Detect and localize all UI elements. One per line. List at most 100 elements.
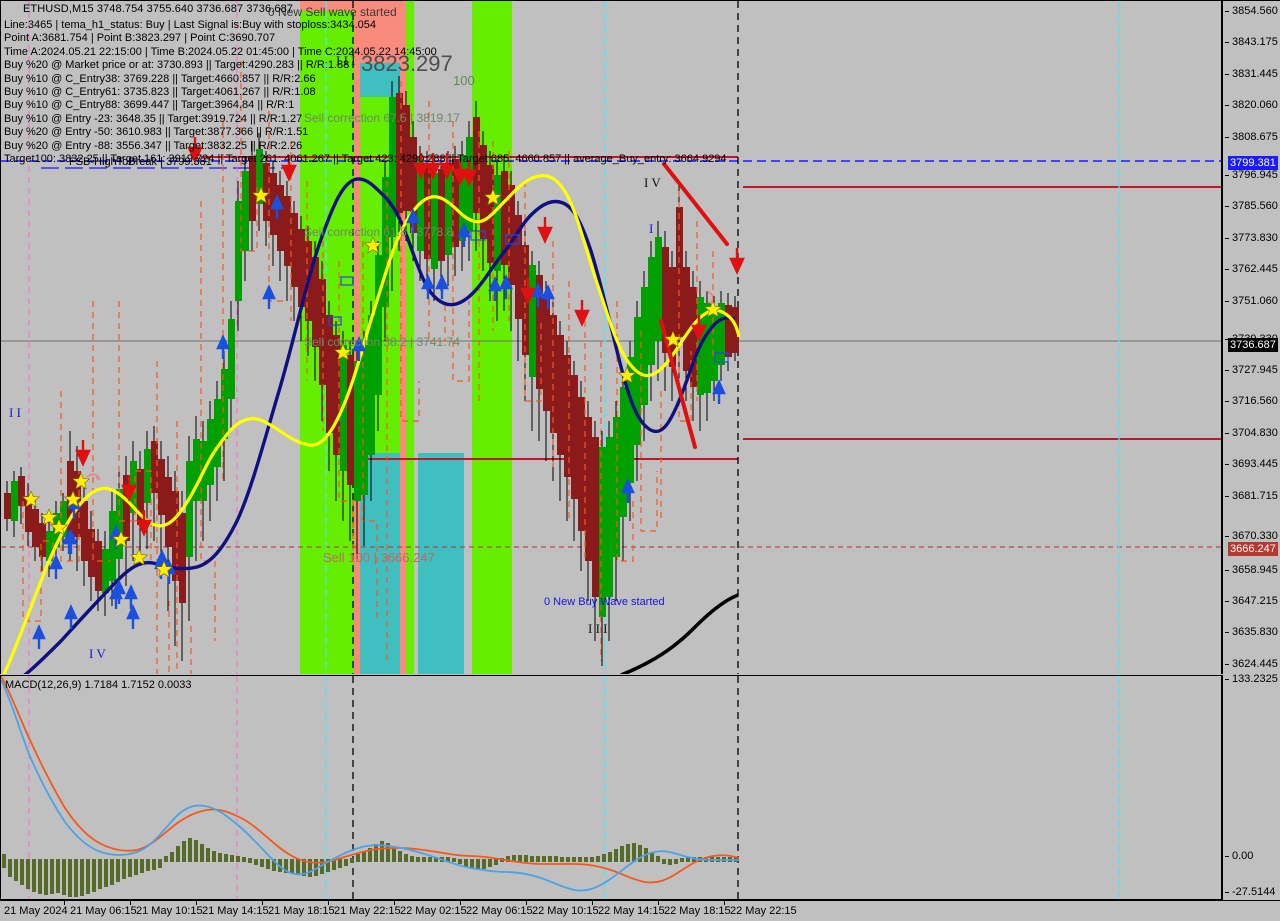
info-line-6: Buy %10 @ C_Entry88: 3699.447 || Target:… [4, 99, 295, 112]
macd-canvas [1, 676, 1120, 899]
price-tick: 3785.560 [1225, 200, 1278, 212]
label-fsb-high-to-break: FSB-HighToBreak | 3799.381 [69, 156, 212, 168]
time-tick: 21 May 22:15 [334, 905, 401, 917]
price-badge-current: 3736.687 [1228, 338, 1278, 352]
label-wave-iv-right: I V [644, 175, 661, 190]
info-line-4: Buy %10 @ C_Entry38: 3769.228 || Target:… [4, 72, 316, 85]
macd-tick: 133.2325 [1225, 673, 1278, 685]
time-tick: 22 May 22:15 [730, 905, 797, 917]
star-markers [21, 186, 723, 578]
session-lines [28, 1, 1120, 674]
time-separator [262, 901, 263, 905]
price-axis-line [1222, 1, 1223, 674]
time-separator [328, 901, 329, 905]
time-tick: 21 May 18:15 [268, 905, 335, 917]
info-line-7: Buy %10 @ Entry -23: 3648.35 || Target:3… [4, 112, 303, 125]
time-tick: 21 May 2024 [4, 905, 68, 917]
time-tick: 21 May 14:15 [202, 905, 269, 917]
time-separator [130, 901, 131, 905]
price-tick: 3670.330 [1225, 530, 1278, 542]
price-tick: 3854.560 [1225, 5, 1278, 17]
label-wave-iv-left: I V [89, 646, 106, 661]
label-wave-iii: I I I [588, 621, 608, 636]
macd-tick: 0.00 [1224, 850, 1254, 862]
info-line-9: Buy %20 @ Entry -88: 3556.347 || Target:… [4, 139, 303, 152]
time-separator [64, 901, 65, 905]
price-tick: 3658.945 [1225, 564, 1278, 576]
time-tick: 21 May 06:15 [70, 905, 137, 917]
small-flag-markers [328, 230, 729, 363]
time-separator [658, 901, 659, 905]
macd-values-label: MACD(12,26,9) 1.7184 1.7152 0.0033 [5, 679, 192, 691]
time-tick: 22 May 10:15 [532, 905, 599, 917]
macd-axis-line [1222, 675, 1223, 900]
label-point-b-price: 3823.297 [361, 51, 453, 76]
price-chart-canvas [1, 1, 1221, 674]
trend-lines [659, 162, 729, 449]
label-new-buy-wave: 0 New Buy Wave started [544, 596, 665, 608]
label-sell-100: Sell 100 | 3666.247 [323, 550, 435, 565]
price-tick: 3647.215 [1225, 595, 1278, 607]
price-tick: 3773.830 [1225, 232, 1278, 244]
price-scale[interactable]: 3854.560 3843.175 3831.445 3820.060 3808… [1222, 0, 1280, 674]
price-chart-panel[interactable]: 0 New Sell wave started 3823.297 100 Sel… [0, 0, 1222, 674]
macd-scale[interactable]: 133.2325 0.00 -27.5144 [1222, 673, 1280, 900]
candlestick-series [4, 76, 739, 666]
price-tick: 3762.445 [1225, 263, 1278, 275]
price-badge-sell100: 3666.247 [1228, 542, 1278, 556]
price-tick: 3751.060 [1225, 295, 1278, 307]
price-tick: 3635.830 [1225, 626, 1278, 638]
price-tick: 3704.830 [1225, 427, 1278, 439]
projection-curve [620, 593, 739, 674]
strategy-info-panel: Line:3465 | tema_h1_status: Buy | Last S… [4, 19, 727, 166]
label-new-sell-wave: 0 New Sell wave started [268, 5, 397, 19]
price-tick: 3843.175 [1225, 36, 1278, 48]
price-tick: 3716.560 [1225, 395, 1278, 407]
info-line-10: Target100: 3832.25 || Target 161: 3919.7… [4, 153, 727, 166]
time-separator [394, 901, 395, 905]
label-sell-correction-675: Sell correction 67.5 | 3819.17 [304, 111, 460, 125]
price-tick: 3796.945 [1225, 169, 1278, 181]
label-wave-marks-top: I I I [336, 53, 356, 68]
time-separator [460, 901, 461, 905]
sell-arrow-markers [75, 137, 745, 537]
time-separator [526, 901, 527, 905]
price-tick: 3693.445 [1225, 458, 1278, 470]
label-level-100: 100 [453, 73, 475, 88]
time-separator [724, 901, 725, 905]
price-tick: 3727.945 [1225, 364, 1278, 376]
time-tick: 21 May 10:15 [136, 905, 203, 917]
label-wave-i: I [649, 221, 654, 236]
info-line-1: Point A:3681.754 | Point B:3823.297 | Po… [4, 32, 276, 45]
info-line-2: Time A:2024.05.21 22:15:00 | Time B:2024… [4, 45, 437, 58]
time-separator [592, 901, 593, 905]
price-tick: 3624.445 [1225, 658, 1278, 670]
macd-session-lines [28, 676, 1120, 899]
info-line-3: Buy %20 @ Market price or at: 3730.893 |… [4, 59, 350, 72]
macd-signal-line [1, 679, 739, 892]
time-tick: 22 May 18:15 [664, 905, 731, 917]
label-sell-correction-382: Sell correction 38.2 | 3741.74 [304, 335, 460, 349]
price-tick: 3820.060 [1225, 99, 1278, 111]
macd-histogram [2, 838, 738, 897]
macd-tick: -27.5144 [1224, 886, 1276, 898]
time-separator [196, 901, 197, 905]
macd-indicator-panel[interactable]: MACD(12,26,9) 1.7184 1.7152 0.0033 [0, 675, 1222, 900]
hook-markers [86, 290, 714, 481]
info-line-8: Buy %20 @ Entry -50: 3610.983 || Target:… [4, 126, 309, 139]
symbol-ohlc-line: ETHUSD,M15 3748.754 3755.640 3736.687 37… [23, 3, 294, 15]
price-tick: 3681.715 [1225, 490, 1278, 502]
time-scale[interactable]: 21 May 2024 21 May 06:15 21 May 10:15 21… [0, 900, 1280, 921]
time-tick: 22 May 06:15 [466, 905, 533, 917]
price-tick: 3831.445 [1225, 68, 1278, 80]
price-tick: 3808.675 [1225, 131, 1278, 143]
time-tick: 22 May 14:15 [598, 905, 665, 917]
price-badge-fsb: 3799.381 [1228, 156, 1278, 170]
label-wave-ii: I I [9, 405, 21, 420]
info-line-5: Buy %10 @ C_Entry61: 3735.823 || Target:… [4, 86, 316, 99]
label-sell-correction-618: Sell correction 61.8 | 3778.8 [304, 225, 454, 239]
tema-slow-line [23, 177, 736, 674]
info-line-0: Line:3465 | tema_h1_status: Buy | Last S… [4, 19, 377, 31]
time-tick: 22 May 02:15 [400, 905, 467, 917]
